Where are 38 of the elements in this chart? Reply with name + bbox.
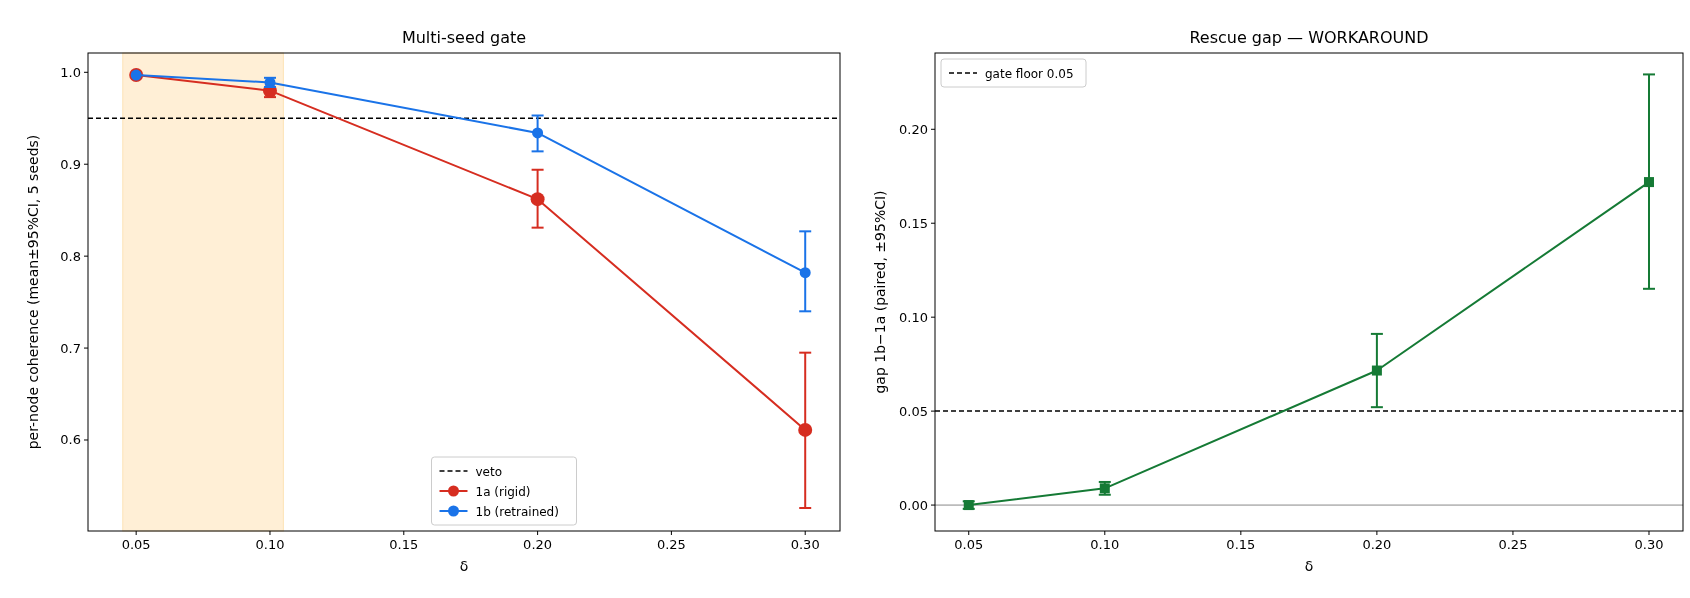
x-tick-label: 0.05 <box>954 537 984 552</box>
y-tick-label: 0.15 <box>899 215 928 231</box>
legend-label: 1b (retrained) <box>475 504 559 519</box>
legend-label: veto <box>475 464 503 479</box>
x-tick-label: 0.10 <box>255 537 285 552</box>
y-tick-label: 0.00 <box>899 497 928 513</box>
y-axis-title: per-node coherence (mean±95%CI, 5 seeds) <box>25 134 41 450</box>
x-tick-label: 0.10 <box>1090 537 1120 552</box>
y-axis-title: gap 1b−1a (paired, ±95%CI) <box>872 190 888 394</box>
point <box>530 192 545 207</box>
y-tick-label: 0.6 <box>60 432 81 448</box>
x-tick-label: 0.15 <box>1226 537 1256 552</box>
y-tick-label: 0.20 <box>899 121 928 137</box>
x-tick-label: 0.30 <box>1634 537 1664 552</box>
x-tick-label: 0.25 <box>1498 537 1528 552</box>
x-tick-label: 0.05 <box>121 537 151 552</box>
x-tick-label: 0.25 <box>656 537 686 552</box>
legend-label: gate floor 0.05 <box>985 66 1074 81</box>
y-tick-label: 0.7 <box>60 340 81 356</box>
chart-title: Multi-seed gate <box>401 28 527 47</box>
legend-label: 1a (rigid) <box>475 484 531 499</box>
y-tick-label: 0.10 <box>899 309 928 325</box>
point <box>1643 177 1654 188</box>
point <box>1371 365 1382 376</box>
y-tick-label: 1.0 <box>60 64 81 80</box>
chart-title: Rescue gap — WORKAROUND <box>1189 28 1429 47</box>
x-axis-title: δ <box>459 558 469 574</box>
x-tick-label: 0.15 <box>389 537 419 552</box>
point <box>799 267 811 279</box>
x-tick-label: 0.30 <box>790 537 820 552</box>
y-tick-label: 0.05 <box>899 403 928 419</box>
x-axis-title: δ <box>1304 558 1314 574</box>
point <box>798 422 813 437</box>
x-tick-label: 0.20 <box>523 537 553 552</box>
y-tick-label: 0.9 <box>60 156 81 172</box>
x-tick-label: 0.20 <box>1362 537 1392 552</box>
point <box>532 127 544 139</box>
y-tick-label: 0.8 <box>60 248 81 264</box>
